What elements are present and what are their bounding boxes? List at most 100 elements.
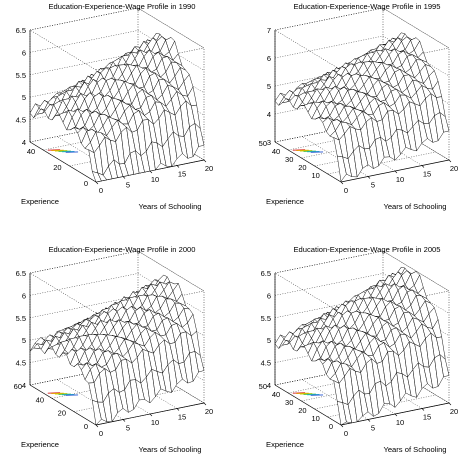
z-tick-label: 3 — [267, 138, 271, 147]
y-tick-label: 20 — [298, 163, 306, 172]
x-tick-label: 5 — [371, 424, 375, 433]
x-tick — [394, 413, 398, 417]
box-edge — [29, 272, 97, 314]
surface-cell — [439, 111, 450, 133]
z-tick-label: 4 — [22, 138, 26, 147]
z-tick-label: 6 — [22, 48, 26, 57]
x-axis-title: Years of Schooling — [138, 202, 201, 211]
z-tick-label: 6.5 — [16, 269, 26, 278]
x-tick — [367, 176, 371, 179]
x-tick-label: 20 — [450, 407, 458, 416]
z-tick-label: 5.5 — [16, 71, 26, 80]
x-tick-label: 20 — [205, 407, 213, 416]
x-tick — [203, 159, 207, 163]
z-tick-label: 4.5 — [16, 359, 26, 368]
surface-cell — [194, 350, 205, 373]
chart-panel-1: Education-Experience-Wage Profile in 199… — [16, 2, 214, 211]
surface-cell — [439, 353, 450, 377]
y-tick-label: 20 — [53, 163, 61, 172]
box-edge — [137, 7, 205, 49]
y-axis-title: Experience — [21, 440, 59, 449]
x-tick-label: 10 — [151, 418, 159, 427]
chart-title: Education-Experience-Wage Profile in 199… — [48, 2, 195, 11]
chart-title: Education-Experience-Wage Profile in 199… — [293, 2, 440, 11]
box-edge — [274, 272, 342, 314]
x-tick-label: 0 — [99, 429, 103, 438]
x-axis-line — [95, 402, 205, 426]
z-tick-label: 6.5 — [16, 26, 26, 35]
x-tick-label: 10 — [396, 418, 404, 427]
y-axis-title: Experience — [266, 197, 304, 206]
x-tick-label: 15 — [423, 413, 431, 422]
z-tick-label: 5 — [267, 336, 271, 345]
z-gridline — [274, 273, 450, 314]
y-axis-title: Experience — [21, 197, 59, 206]
z-tick-label: 6 — [267, 291, 271, 300]
z-tick-label: 4 — [267, 381, 271, 390]
y-tick-label: 0 — [84, 179, 88, 188]
x-tick — [340, 424, 344, 428]
z-tick-label: 7 — [267, 26, 271, 35]
x-tick — [122, 419, 126, 422]
surface-cell — [194, 122, 205, 147]
box-edge — [137, 250, 205, 292]
x-tick — [394, 170, 398, 174]
z-tick-label: 6 — [267, 54, 271, 63]
x-tick — [203, 402, 207, 406]
z-tick-label: 5.5 — [16, 314, 26, 323]
x-tick-label: 0 — [99, 186, 103, 195]
chart-panel-3: Education-Experience-Wage Profile in 200… — [14, 245, 214, 454]
y-tick-label: 40 — [27, 147, 35, 156]
x-gridline — [137, 362, 205, 404]
x-gridline — [355, 368, 423, 409]
x-tick-label: 5 — [126, 181, 130, 190]
x-axis-title: Years of Schooling — [138, 445, 201, 454]
y-tick-label: 40 — [272, 390, 280, 399]
y-tick-label: 20 — [298, 406, 306, 415]
x-gridline — [83, 373, 151, 415]
x-tick — [149, 413, 153, 417]
y-tick-label: 0 — [84, 422, 88, 431]
x-tick — [95, 181, 99, 185]
x-tick — [421, 165, 425, 168]
chart-panel-4: Education-Experience-Wage Profile in 200… — [259, 245, 459, 454]
x-tick — [340, 181, 344, 185]
z-gridline — [274, 250, 450, 292]
x-tick — [95, 424, 99, 428]
y-tick-label: 50 — [259, 139, 267, 148]
chart-title: Education-Experience-Wage Profile in 200… — [48, 245, 195, 254]
chart-panel-2: Education-Experience-Wage Profile in 199… — [259, 2, 459, 211]
x-tick-label: 20 — [450, 164, 458, 173]
x-tick — [448, 159, 452, 163]
z-tick-label: 5 — [267, 82, 271, 91]
z-tick-label: 4.5 — [16, 116, 26, 125]
y-axis-line — [274, 384, 342, 426]
z-gridline — [29, 7, 205, 49]
x-gridline — [110, 368, 178, 409]
x-tick — [149, 170, 153, 174]
y-tick-label: 30 — [285, 155, 293, 164]
y-tick-label: 10 — [311, 414, 319, 423]
box-edge — [382, 250, 450, 292]
y-axis-title: Experience — [266, 440, 304, 449]
z-gridline — [29, 250, 205, 292]
x-tick-label: 10 — [151, 175, 159, 184]
y-tick-label: 60 — [14, 382, 22, 391]
z-tick-label: 4 — [267, 110, 271, 119]
x-gridline — [328, 373, 396, 415]
x-axis-line — [340, 402, 450, 426]
z-tick-label: 4.5 — [261, 359, 271, 368]
y-tick-label: 10 — [311, 171, 319, 180]
y-tick-label: 50 — [259, 382, 267, 391]
x-tick — [122, 176, 126, 179]
x-tick — [176, 408, 180, 411]
y-axis-line — [274, 141, 342, 183]
x-tick-label: 20 — [205, 164, 213, 173]
x-axis-title: Years of Schooling — [383, 445, 446, 454]
x-tick — [176, 165, 180, 168]
z-tick-label: 5 — [22, 336, 26, 345]
x-tick-label: 10 — [396, 175, 404, 184]
x-tick — [421, 408, 425, 411]
y-axis-line — [29, 384, 97, 426]
